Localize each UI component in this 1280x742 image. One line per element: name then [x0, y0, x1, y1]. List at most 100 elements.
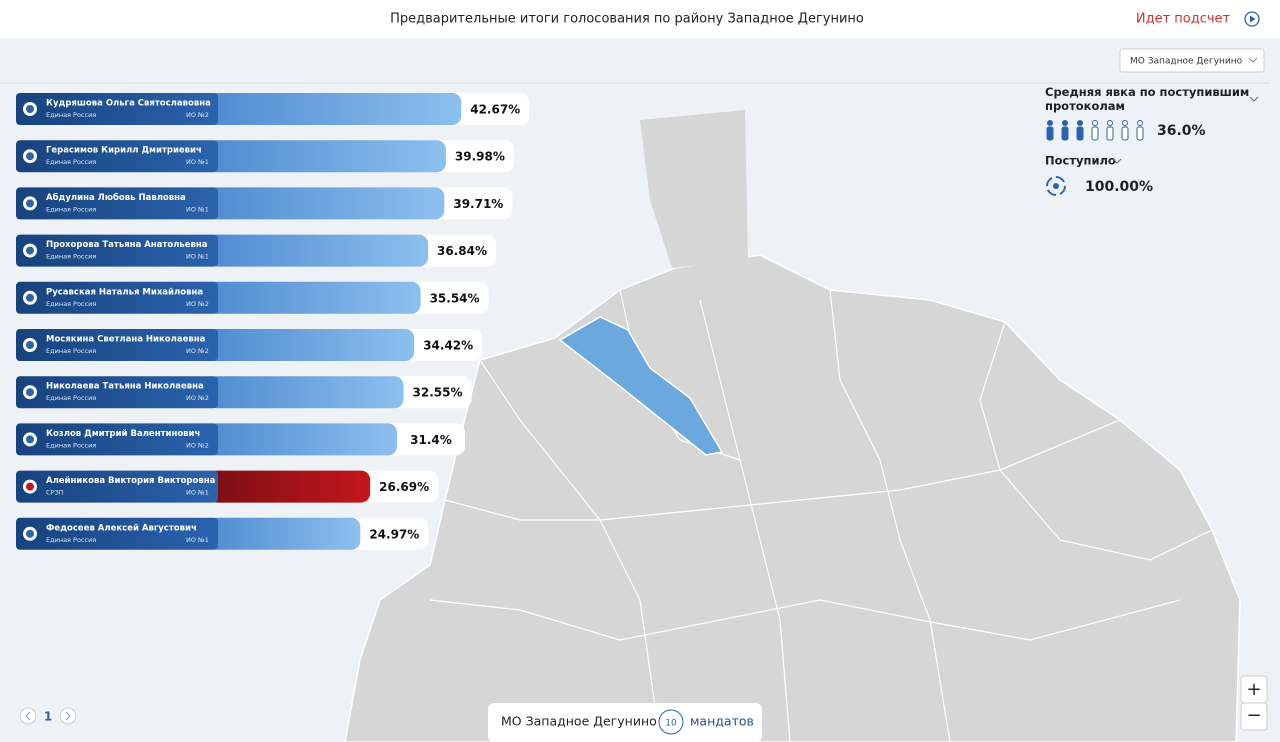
person-icon: [1076, 120, 1084, 141]
candidate-name: Козлов Дмитрий Валентинович: [46, 429, 200, 439]
vote-bar: [208, 517, 361, 550]
person-body: [1091, 126, 1099, 141]
vote-bar: [208, 140, 446, 173]
footer-box: [488, 703, 762, 742]
candidate-row: Мосякина Светлана Николаевна Единая Росси…: [16, 329, 483, 361]
vote-percent: 36.84%: [437, 244, 487, 258]
party-logo-mark: [26, 105, 34, 113]
party-logo-mark: [26, 482, 34, 491]
zoom-out[interactable]: −: [1240, 702, 1268, 731]
candidate-label: [16, 281, 218, 314]
candidate-district: ИО №1: [186, 536, 209, 544]
candidate-district: ИО №1: [186, 489, 209, 497]
party-logo-mark: [26, 529, 34, 538]
candidate-label: [16, 517, 218, 550]
candidate-row: Прохорова Татьяна Анатольевна Единая Росс…: [16, 234, 496, 267]
expand-icon[interactable]: [1249, 96, 1259, 102]
vote-bar: [208, 281, 421, 314]
party-logo-mark: [26, 435, 34, 444]
person-head: [1107, 120, 1113, 126]
person-body: [1046, 126, 1054, 141]
candidate-label: [16, 187, 218, 220]
value-pill: [425, 140, 514, 173]
value-pill: [394, 329, 483, 361]
turnout-icons: [1046, 120, 1144, 141]
received-value: 100.00%: [1085, 179, 1153, 195]
mandates-count: 10: [665, 719, 677, 729]
candidate-district: ИО №2: [186, 300, 209, 308]
candidate-list: Кудряшова Ольга Святославовна Единая Росс…: [16, 93, 530, 550]
vote-percent: 24.97%: [369, 527, 419, 541]
turnout-value: 36.0%: [1157, 123, 1206, 139]
candidate-party: Единая Россия: [46, 205, 96, 213]
vote-bar: [208, 93, 462, 125]
map-area[interactable]: [344, 254, 1241, 742]
candidate-district: ИО №2: [186, 111, 209, 119]
party-logo-mark: [26, 246, 34, 255]
candidate-district: ИО №1: [186, 158, 209, 166]
candidate-row: Козлов Дмитрий Валентинович Единая Россия…: [16, 423, 465, 456]
vote-percent: 42.67%: [470, 103, 520, 117]
expand-icon[interactable]: [1112, 158, 1122, 164]
map-area[interactable]: [640, 110, 748, 268]
candidate-district: ИО №2: [186, 394, 209, 402]
candidate-name: Алейникова Виктория Викторовна: [46, 476, 216, 486]
value-pill: [424, 187, 513, 220]
vote-percent: 39.71%: [453, 197, 503, 211]
vote-bar: [208, 187, 445, 220]
person-head: [1047, 120, 1053, 126]
vote-bar: [208, 376, 404, 409]
vote-percent: 34.42%: [423, 339, 473, 353]
party-logo-mark: [26, 388, 34, 397]
candidate-row: Абдулина Любовь Павловна Единая Россия ИО …: [16, 187, 513, 220]
candidate-label: [16, 140, 218, 173]
value-pill: [441, 93, 530, 125]
received-label: Поступило: [1045, 154, 1116, 168]
dropdown[interactable]: МО Западное Дегунино: [1119, 48, 1265, 73]
candidate-party: Единая Россия: [46, 111, 96, 119]
pager-next[interactable]: [59, 707, 77, 725]
vote-percent: 32.55%: [413, 386, 463, 400]
zoom-in[interactable]: +: [1240, 675, 1268, 704]
dropdown-label: МО Западное Дегунино: [1130, 57, 1243, 67]
vote-percent: 39.98%: [455, 150, 505, 164]
candidate-row: Кудряшова Ольга Святославовна Единая Росс…: [16, 93, 530, 125]
person-head: [1137, 120, 1143, 126]
vote-percent: 26.69%: [379, 480, 429, 494]
candidate-name: Мосякина Светлана Николаевна: [46, 335, 206, 345]
selected-district[interactable]: [558, 316, 724, 456]
header: [0, 0, 1280, 38]
value-pill: [407, 234, 496, 267]
zoom-in-label: +: [1246, 679, 1261, 700]
party-logo-mark: [26, 293, 34, 302]
play-button[interactable]: [1244, 11, 1260, 27]
value-pill: [340, 517, 429, 550]
candidate-district: ИО №2: [186, 347, 209, 355]
candidate-name: Герасимов Кирилл Дмитриевич: [46, 146, 202, 156]
candidate-row: Русавская Наталья Михайловна Единая Росси…: [16, 281, 489, 314]
candidate-row: Алейникова Виктория Викторовна СРЗП ИО №1 2…: [16, 470, 439, 503]
candidate-party: Единая Россия: [46, 347, 96, 355]
candidate-party: Единая Россия: [46, 536, 96, 544]
candidate-party: СРЗП: [46, 489, 64, 497]
value-pill: [350, 470, 439, 503]
vote-percent: 35.54%: [430, 291, 480, 305]
person-body: [1136, 126, 1144, 141]
footer-district: МО Западное Дегунино: [501, 714, 657, 729]
candidate-district: ИО №2: [186, 441, 209, 449]
party-logo-mark: [26, 152, 34, 161]
received-icon: [1046, 176, 1066, 196]
candidate-label: [16, 234, 218, 267]
person-body: [1061, 126, 1069, 141]
candidate-label: [16, 329, 218, 361]
mandates-label: мандатов: [690, 714, 754, 729]
candidate-name: Федосеев Алексей Августович: [46, 523, 197, 533]
candidate-label: [16, 470, 218, 503]
candidate-party: Единая Россия: [46, 441, 96, 449]
person-icon: [1136, 120, 1144, 141]
person-body: [1076, 126, 1084, 141]
page-number: 1: [44, 710, 52, 724]
pager-prev[interactable]: [19, 707, 37, 725]
candidate-label: [16, 376, 218, 409]
